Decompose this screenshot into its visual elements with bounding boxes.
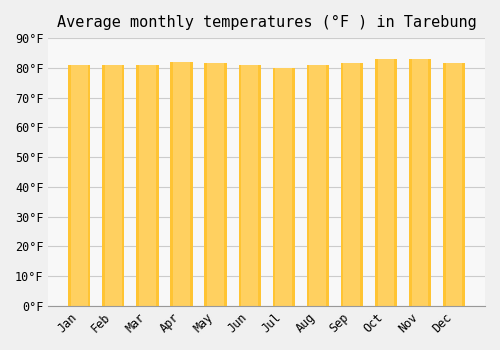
Bar <box>443 63 446 306</box>
Bar <box>224 63 226 306</box>
Bar <box>341 63 363 306</box>
Bar <box>375 59 397 306</box>
Bar <box>341 63 344 306</box>
Bar <box>136 65 158 306</box>
Bar <box>204 63 227 306</box>
Bar <box>375 59 378 306</box>
Bar <box>360 63 363 306</box>
Bar <box>258 65 260 306</box>
Bar <box>88 65 90 306</box>
Bar <box>204 63 207 306</box>
Bar <box>462 63 465 306</box>
Bar <box>122 65 124 306</box>
Bar <box>292 68 295 306</box>
Title: Average monthly temperatures (°F ) in Tarebung: Average monthly temperatures (°F ) in Ta… <box>57 15 476 30</box>
Bar <box>190 62 192 306</box>
Bar <box>238 65 241 306</box>
Bar <box>443 63 465 306</box>
Bar <box>238 65 260 306</box>
Bar <box>428 59 431 306</box>
Bar <box>102 65 105 306</box>
Bar <box>272 68 295 306</box>
Bar <box>68 65 90 306</box>
Bar <box>409 59 431 306</box>
Bar <box>170 62 173 306</box>
Bar <box>326 65 329 306</box>
Bar <box>102 65 124 306</box>
Bar <box>272 68 276 306</box>
Bar <box>68 65 71 306</box>
Bar <box>306 65 329 306</box>
Bar <box>170 62 192 306</box>
Bar <box>156 65 158 306</box>
Bar <box>409 59 412 306</box>
Bar <box>394 59 397 306</box>
Bar <box>136 65 139 306</box>
Bar <box>306 65 310 306</box>
